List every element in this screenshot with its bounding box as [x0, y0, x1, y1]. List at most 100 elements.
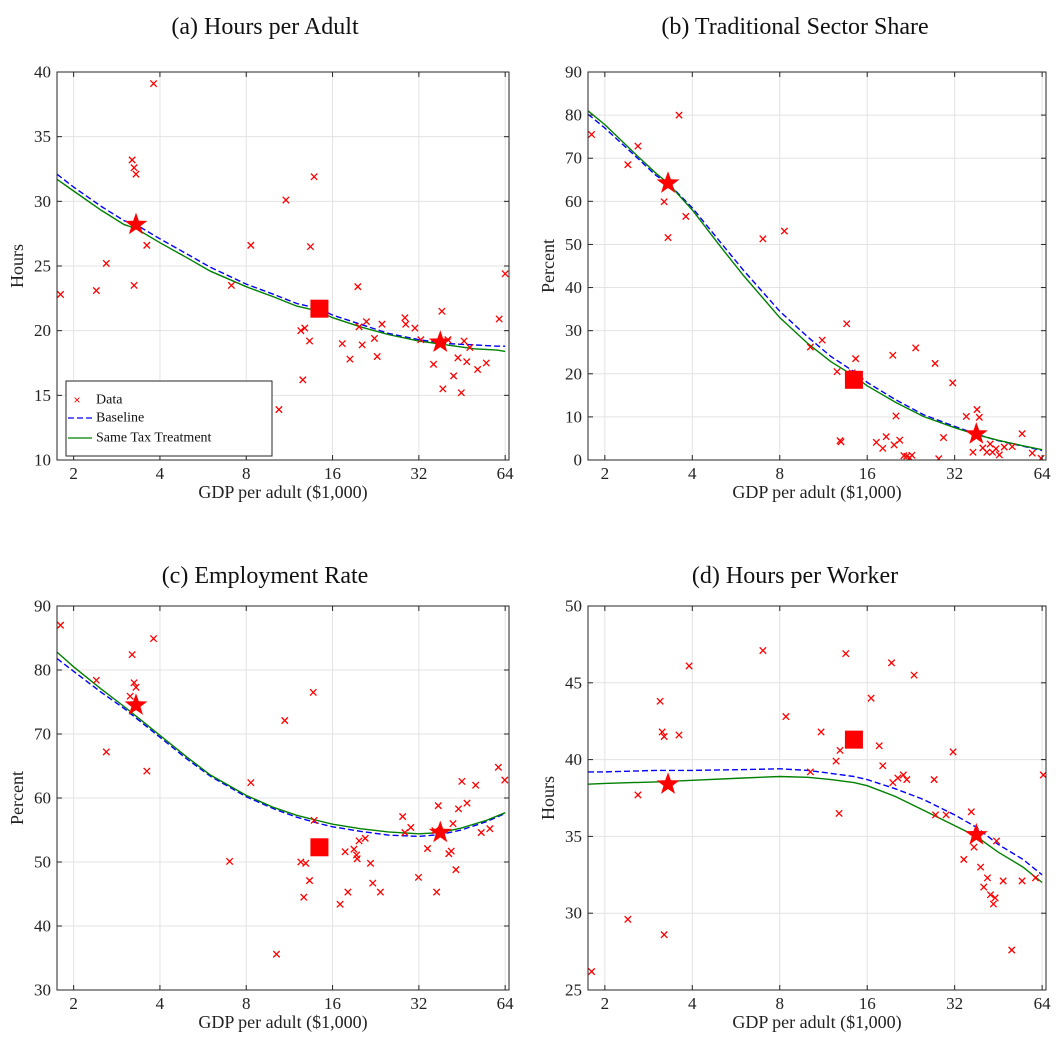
- data-point-marker: [899, 771, 907, 779]
- data-point-marker: [912, 344, 920, 352]
- y-tick-label: 80: [565, 106, 582, 125]
- data-point-marker: [1037, 454, 1045, 460]
- data-point-marker: [962, 412, 970, 421]
- y-tick-label: 50: [565, 235, 582, 254]
- y-tick-label: 40: [34, 63, 51, 82]
- data-point-marker: [903, 775, 911, 784]
- data-point-marker: [634, 791, 642, 799]
- data-point-marker: [624, 161, 632, 169]
- data-point-marker: [227, 281, 236, 290]
- same-tax-treatment-line: [588, 775, 1043, 884]
- data-point-marker: [991, 894, 999, 902]
- x-tick-label: 4: [156, 464, 165, 483]
- data-point-marker: [887, 659, 896, 667]
- data-point-marker: [942, 811, 950, 819]
- data-point-marker: [472, 781, 480, 789]
- plot-content: [57, 79, 509, 414]
- data-point-marker: [980, 883, 988, 891]
- x-tick-label: 16: [324, 464, 341, 483]
- x-tick-label: 8: [242, 464, 251, 483]
- panel-c: (c) Employment Rate 2 4 8 16 32 64 30 40 50 60 70 8…: [7, 563, 514, 1033]
- data-point-marker: [310, 816, 318, 825]
- data-point-marker: [894, 774, 902, 782]
- data-point-marker: [149, 634, 158, 643]
- y-tick-label: 20: [34, 321, 51, 340]
- data-point-marker: [494, 763, 503, 771]
- data-point-marker: [346, 355, 354, 363]
- data-point-marker: [682, 212, 690, 221]
- legend: × Data Baseline Same Tax Treatment: [65, 380, 273, 457]
- square-marker: [310, 838, 329, 857]
- panel-d: (d) Hours per Worker 2 4 8 16 32 64 25 30 35 40 45…: [538, 563, 1051, 1033]
- data-point-marker: [501, 270, 509, 278]
- plot-content: [57, 621, 509, 958]
- data-point-marker: [1039, 771, 1046, 779]
- y-tick-label: 50: [34, 853, 51, 872]
- x-tick-label: 16: [859, 464, 876, 483]
- data-point-marker: [247, 778, 255, 787]
- data-point-marker: [624, 915, 632, 924]
- plot-area: [588, 72, 1046, 460]
- data-point-marker: [486, 825, 494, 833]
- data-point-marker: [992, 837, 1001, 845]
- y-tick-label: 10: [34, 451, 51, 470]
- data-point-marker: [92, 676, 100, 684]
- data-point-marker: [102, 259, 110, 268]
- data-point-marker: [1008, 442, 1016, 451]
- data-point-marker: [272, 950, 281, 958]
- x-tick-label: 32: [410, 464, 427, 483]
- data-point-marker: [482, 359, 490, 367]
- data-point-marker: [832, 757, 840, 765]
- data-point-marker: [376, 888, 385, 896]
- data-point-marker: [149, 79, 158, 88]
- data-point-marker: [983, 448, 991, 456]
- data-point-marker: [930, 775, 938, 784]
- panel-a-title: (a) Hours per Adult: [171, 14, 359, 40]
- data-point-marker: [939, 433, 948, 442]
- data-point-marker: [411, 324, 419, 332]
- data-point-marker: [373, 352, 381, 361]
- legend-data-label: Data: [96, 393, 123, 408]
- data-point-marker: [438, 307, 446, 315]
- data-point-marker: [132, 170, 140, 178]
- data-point-marker: [429, 360, 438, 368]
- data-point-marker: [1008, 946, 1016, 954]
- y-tick-label: 50: [565, 597, 582, 616]
- data-point-marker: [300, 893, 308, 901]
- x-tick-label: 16: [324, 994, 341, 1013]
- x-tick-label: 64: [1034, 464, 1052, 483]
- data-point-marker: [879, 444, 887, 453]
- data-point-marker: [338, 339, 346, 348]
- data-point-marker: [143, 767, 151, 775]
- y-tick-label: 10: [565, 407, 582, 426]
- panel-b-title: (b) Traditional Sector Share: [661, 14, 928, 40]
- data-point-marker: [975, 413, 983, 421]
- data-point-marker: [401, 314, 409, 322]
- panel-d-title: (d) Hours per Worker: [692, 563, 898, 589]
- data-point-marker: [664, 233, 672, 242]
- data-point-marker: [57, 621, 65, 629]
- data-point-marker: [454, 354, 462, 362]
- data-point-marker: [463, 799, 471, 807]
- data-point-marker: [910, 671, 918, 679]
- x-axis-label: GDP per adult ($1,000): [732, 1012, 901, 1033]
- data-point-marker: [842, 649, 850, 658]
- x-axis-label: GDP per adult ($1,000): [732, 482, 901, 503]
- data-point-marker: [126, 692, 134, 700]
- data-point-marker: [1031, 874, 1040, 882]
- data-point-marker: [297, 327, 305, 335]
- y-tick-label: 25: [34, 257, 51, 276]
- y-tick-label: 30: [34, 981, 51, 1000]
- data-point-marker: [247, 241, 255, 249]
- y-tick-label: 35: [565, 827, 582, 846]
- data-point-marker: [986, 891, 995, 899]
- data-point-marker: [452, 866, 460, 874]
- data-point-marker: [660, 931, 668, 939]
- data-point-marker: [130, 679, 138, 687]
- x-tick-label: 8: [776, 994, 785, 1013]
- data-point-marker: [477, 828, 485, 837]
- square-marker: [844, 730, 863, 749]
- data-point-marker: [128, 650, 136, 659]
- y-tick-label: 30: [565, 904, 582, 923]
- y-tick-label: 90: [565, 63, 582, 82]
